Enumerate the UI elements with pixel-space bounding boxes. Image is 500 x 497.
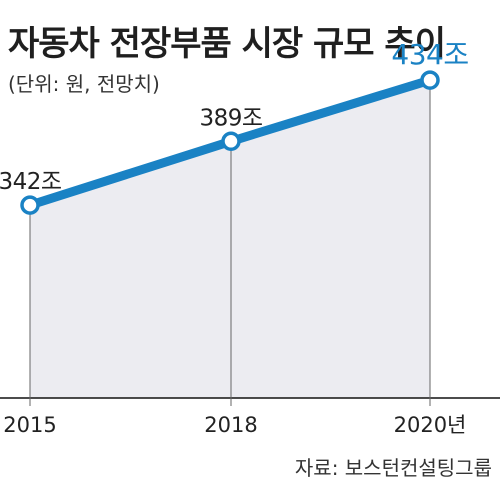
- x-tick-label: 2020년: [394, 413, 467, 437]
- data-label: 389조: [199, 105, 262, 131]
- chart-title: 자동차 전장부품 시장 규모 추이: [8, 24, 446, 64]
- x-tick-label: 2015: [3, 413, 56, 437]
- data-point: [221, 131, 241, 152]
- x-tick-label: 2018: [204, 413, 257, 437]
- data-label: 342조: [0, 169, 62, 195]
- source-note: 자료: 보스턴컨설팅그룹: [294, 456, 492, 480]
- data-point: [20, 195, 40, 215]
- area-fill: [30, 80, 430, 399]
- data-label: 434조: [391, 38, 468, 71]
- chart-subtitle: (단위: 원, 전망치): [8, 72, 160, 96]
- data-point: [420, 70, 440, 90]
